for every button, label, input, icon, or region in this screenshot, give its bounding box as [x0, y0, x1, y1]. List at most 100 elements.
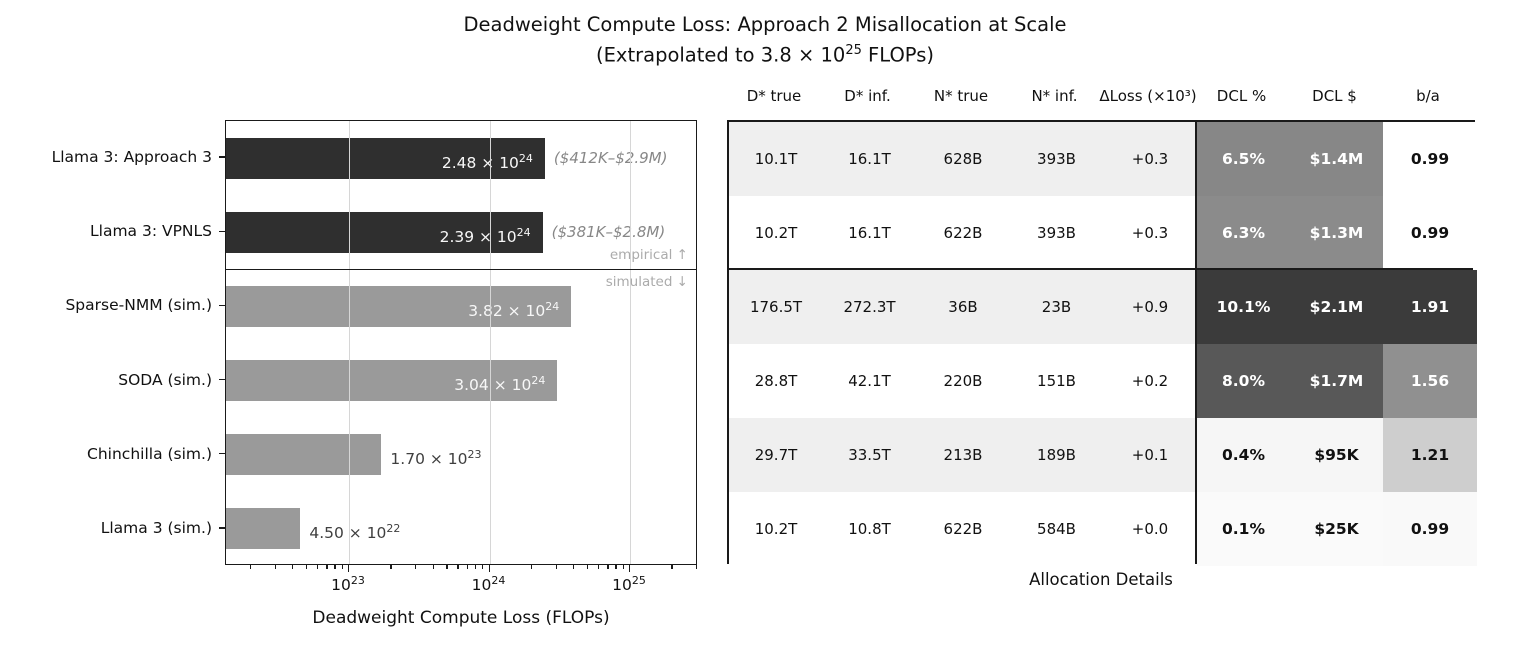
table-cell-ba-2: 1.91 [1383, 270, 1477, 344]
table-header-3: N* inf. [1031, 87, 1078, 105]
x-major-tick-2 [628, 565, 631, 572]
table-cell-1-3: 393B [1037, 224, 1076, 242]
bar-cost-annotation-1: ($381K–$2.8M) [551, 222, 666, 241]
x-minor-tick [274, 565, 276, 569]
x-minor-tick [457, 565, 459, 569]
gridline-2 [629, 121, 632, 564]
x-tick-label-1: 1024 [471, 574, 506, 595]
table-header-2: N* true [933, 87, 989, 105]
table-cell-4-1: 33.5T [848, 446, 891, 464]
x-major-tick-1 [488, 565, 490, 572]
subtitle-prefix: (Extrapolated to 3.8 × 10 [596, 43, 846, 67]
table-row-stripe-4 [729, 418, 1195, 492]
y-tick-0 [219, 156, 225, 158]
table-cell-ba-4: 1.21 [1383, 418, 1477, 492]
x-minor-tick [415, 565, 417, 569]
x-minor-tick [466, 565, 469, 569]
x-minor-tick [573, 565, 575, 569]
gridline-1 [489, 121, 491, 564]
table-header-5: DCL % [1216, 87, 1267, 105]
table-cell-5-3: 584B [1037, 520, 1076, 538]
gridline-0 [349, 121, 351, 564]
table-cell-dcl-usd-0: $1.4M [1290, 122, 1383, 196]
x-minor-tick [341, 565, 343, 569]
table-cell-3-0: 28.8T [754, 372, 798, 390]
table-cell-dcl-pct-2: 10.1% [1197, 270, 1290, 344]
table-cell-0-0: 10.1T [754, 150, 798, 168]
bar-4 [226, 434, 382, 476]
table-cell-dcl-pct-5: 0.1% [1197, 492, 1290, 566]
x-minor-tick [615, 565, 617, 569]
table-cell-dcl-usd-4: $95K [1290, 418, 1383, 492]
table-cell-3-1: 42.1T [848, 372, 891, 390]
bar-5 [226, 508, 301, 550]
empirical-group-label: empirical ↑ [609, 247, 688, 263]
x-major-tick-0 [348, 565, 350, 572]
x-minor-tick [622, 565, 624, 569]
bar-2 [226, 285, 572, 327]
x-minor-tick [390, 565, 392, 569]
table-row-stripe-2 [729, 270, 1195, 344]
table-cell-dcl-usd-2: $2.1M [1290, 270, 1383, 344]
table-row-stripe-1 [729, 196, 1195, 270]
allocation-table: 10.1T 16.1T 628B 393B +0.3 6.5% $1.4M 0.99 10.2T… [727, 120, 1477, 566]
x-tick-label-2: 1025 [612, 574, 646, 595]
table-cell-ba-5: 0.99 [1383, 492, 1477, 566]
y-tick-3 [219, 378, 225, 381]
y-tick-4 [219, 453, 225, 455]
y-category-label-5: Llama 3 (sim.) [100, 518, 212, 537]
bar-0 [226, 137, 545, 179]
x-minor-tick [555, 565, 557, 569]
table-row-stripe-5 [729, 492, 1195, 566]
x-minor-tick [316, 565, 319, 569]
x-minor-tick [482, 565, 484, 569]
table-cell-2-4: +0.9 [1131, 298, 1169, 316]
table-cell-2-3: 23B [1041, 298, 1072, 316]
subtitle-suffix: FLOPs) [861, 43, 934, 67]
table-cell-1-2: 622B [943, 224, 983, 242]
x-minor-tick [474, 565, 477, 569]
table-cell-5-2: 622B [943, 520, 983, 538]
table-thick-row-separator [729, 268, 1473, 271]
table-cell-dcl-pct-0: 6.5% [1197, 122, 1290, 196]
bar-value-label-3: 3.04 × 1024 [454, 374, 546, 395]
bar-value-label-4: 1.70 × 1023 [390, 448, 482, 469]
y-category-label-1: Llama 3: VPNLS [90, 222, 212, 241]
bar-value-label-1: 2.39 × 1024 [439, 225, 531, 246]
table-cell-ba-0: 0.99 [1383, 122, 1477, 196]
y-tick-5 [219, 527, 225, 529]
x-minor-tick [292, 565, 294, 569]
table-title: Allocation Details [1029, 570, 1173, 589]
table-cell-1-4: +0.3 [1131, 224, 1169, 242]
table-cell-dcl-pct-3: 8.0% [1197, 344, 1290, 418]
x-minor-tick [607, 565, 609, 569]
y-category-label-3: SODA (sim.) [118, 370, 212, 389]
chart-title: Deadweight Compute Loss: Approach 2 Misa… [463, 13, 1067, 36]
table-cell-5-0: 10.2T [754, 520, 798, 538]
simulated-group-label: simulated ↓ [605, 274, 688, 290]
bar-3 [226, 360, 558, 402]
table-cell-2-0: 176.5T [749, 298, 803, 316]
empirical-simulated-divider [226, 268, 696, 271]
table-cell-0-1: 16.1T [848, 150, 891, 168]
table-header-7: b/a [1416, 87, 1440, 105]
table-cell-4-4: +0.1 [1131, 446, 1169, 464]
y-tick-1 [219, 230, 225, 232]
table-cell-2-2: 36B [948, 298, 978, 316]
bar-value-label-0: 2.48 × 1024 [441, 151, 533, 172]
x-minor-tick [446, 565, 448, 569]
table-row-stripe-0 [729, 122, 1195, 196]
table-cell-0-2: 628B [943, 150, 983, 168]
table-header-1: D* inf. [844, 87, 891, 105]
table-cell-dcl-pct-4: 0.4% [1197, 418, 1290, 492]
table-cell-5-4: +0.0 [1131, 520, 1169, 538]
chart-subtitle: (Extrapolated to 3.8 × 1025 FLOPs) [0, 43, 1517, 67]
x-axis-title: Deadweight Compute Loss (FLOPs) [312, 608, 610, 628]
y-category-label-2: Sparse-NMM (sim.) [65, 296, 212, 315]
x-minor-tick [530, 565, 533, 569]
bar-plot-area: 2.48 × 1024 2.39 × 1024 3.82 × 1024 3.04 × … [225, 120, 697, 565]
table-cell-ba-1: 0.99 [1383, 196, 1477, 270]
x-minor-tick [695, 565, 698, 569]
table-cell-5-1: 10.8T [848, 520, 891, 538]
